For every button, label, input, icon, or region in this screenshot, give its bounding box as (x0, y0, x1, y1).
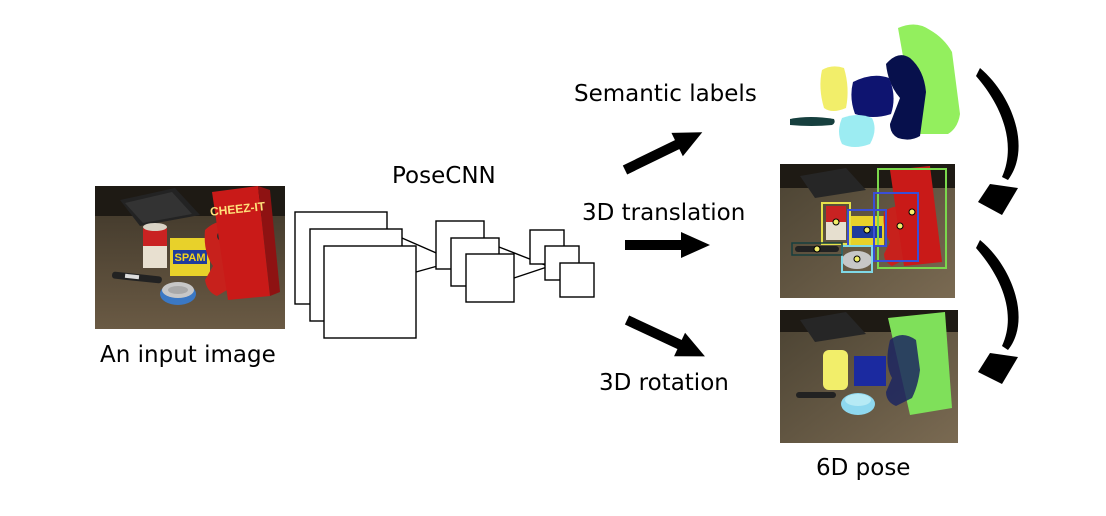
pose-label: 6D pose (816, 455, 911, 481)
bbox-drill (873, 192, 919, 262)
segment-soup-can (820, 66, 848, 111)
translation-arrow (625, 232, 710, 258)
segment-spam (851, 75, 894, 117)
posecnn-label: PoseCNN (392, 163, 496, 189)
curved-arrow-segmentation-to-translation (976, 68, 1019, 215)
semantic-segmentation (790, 24, 960, 147)
translation-image (780, 164, 955, 298)
translation-label: 3D translation (582, 200, 746, 226)
rotation-label: 3D rotation (599, 370, 729, 396)
curved-arrows (976, 68, 1019, 384)
feature-map (465, 253, 515, 303)
spam-label: SPAM (175, 252, 206, 264)
soup-can (143, 223, 167, 268)
tuna-can (160, 282, 196, 305)
pose-image (780, 310, 958, 443)
bbox-soup-can (821, 202, 851, 245)
posecnn-network (294, 211, 595, 339)
bbox-cracker-box (877, 168, 947, 269)
segment-drill (886, 55, 926, 140)
input-image: SPAM CHEEZ-IT (95, 186, 285, 329)
bbox-tuna-can (841, 245, 873, 273)
input-image-label: An input image (100, 342, 276, 368)
pose-marker (796, 392, 836, 398)
segment-marker (790, 117, 835, 126)
semantic-arrow (622, 132, 703, 175)
feature-map (323, 245, 417, 339)
semantic-labels-label: Semantic labels (574, 81, 757, 107)
cracker-box: CHEEZ-IT (209, 186, 280, 300)
pose-spam (854, 356, 886, 386)
pose-drill (886, 335, 920, 406)
rotation-arrow (624, 315, 705, 357)
segment-tuna-can (839, 115, 875, 147)
pose-soup-can (823, 350, 848, 390)
connector-line (513, 266, 548, 279)
curved-arrow-translation-to-pose (976, 240, 1019, 384)
spam-can: SPAM (170, 238, 210, 276)
box-brand-text: CHEEZ-IT (209, 199, 266, 219)
bbox-marker (791, 242, 843, 256)
branch-arrows (622, 132, 710, 357)
feature-map (559, 262, 595, 298)
